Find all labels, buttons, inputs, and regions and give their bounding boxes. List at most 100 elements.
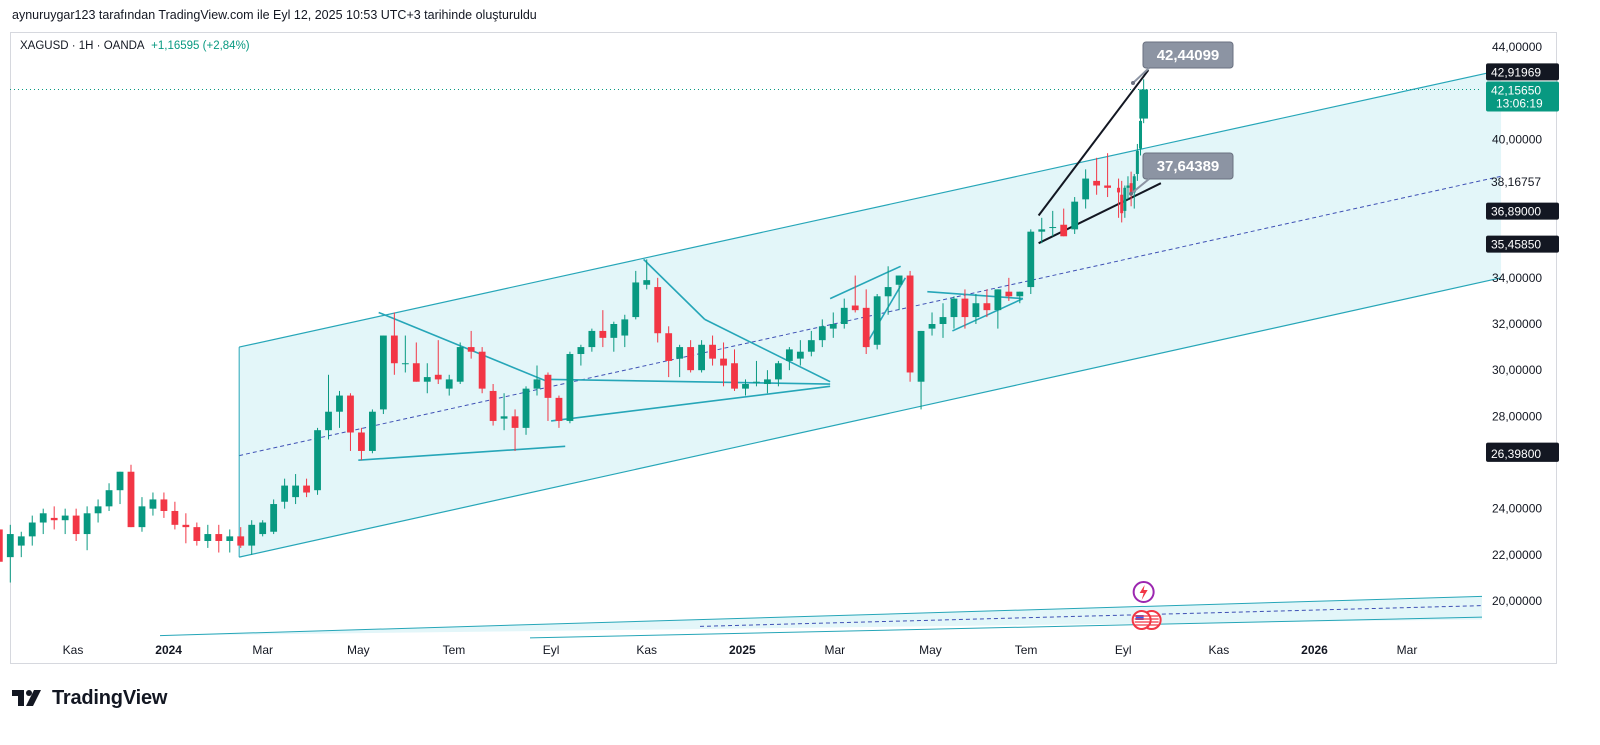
callout-pointer — [1130, 178, 1150, 195]
callout-pointer — [1132, 67, 1150, 84]
x-tick-label: Mar — [252, 643, 273, 657]
callout-label: 37,64389 — [1157, 158, 1220, 175]
candle-body — [895, 275, 903, 285]
price-badge-label: 42,15650 — [1491, 84, 1541, 98]
candle-body — [544, 374, 552, 398]
candle-body — [1123, 187, 1127, 211]
candle-body — [928, 324, 936, 329]
callout-box — [1142, 152, 1234, 180]
candle-body — [149, 499, 157, 509]
candle-body — [862, 307, 870, 348]
callouts: 42,44099 37,64389 — [1129, 41, 1234, 196]
candle-body — [358, 432, 365, 451]
candle-body — [873, 296, 881, 345]
candle-body — [0, 529, 3, 562]
candle-body — [237, 536, 245, 546]
candle-body — [116, 471, 124, 491]
candle-body — [566, 354, 574, 421]
y-tick-label: 30,00000 — [1492, 363, 1542, 377]
candle-body — [621, 319, 629, 336]
candle-body — [1135, 150, 1139, 174]
candle-body — [445, 379, 453, 389]
candle-body — [467, 347, 475, 352]
lightning-bolt-icon — [1139, 585, 1148, 600]
channel-upper-line — [239, 69, 1502, 348]
candle-body — [533, 379, 541, 389]
x-tick-label: Tem — [1015, 643, 1038, 657]
candle-body — [1082, 178, 1090, 200]
trendline-wedge-1-upper — [829, 265, 902, 300]
brand-footer: TradingView — [12, 684, 167, 712]
candle-body — [193, 527, 201, 541]
candle-body — [138, 506, 146, 528]
trendline-triangle-2-flat — [551, 378, 831, 385]
candle-body — [182, 524, 190, 528]
candle-body — [1139, 120, 1143, 149]
price-badge-bg — [1486, 63, 1559, 81]
price-axis: 44,00000 40,00000 34,00000 32,00000 30,00000… — [1486, 40, 1559, 608]
candle-body — [1139, 89, 1148, 119]
trendline-triangle-1-lower — [358, 445, 566, 461]
candle-body — [314, 430, 321, 491]
candle-body — [917, 330, 925, 382]
candle-body — [1104, 185, 1111, 188]
callout-label: 42,44099 — [1157, 47, 1220, 64]
candle-body — [632, 282, 640, 318]
candle-body — [577, 347, 585, 355]
candle-body — [807, 340, 815, 352]
lower-channel-upper-line — [159, 595, 1483, 637]
price-badge-countdown: 13:06:19 — [1496, 97, 1543, 111]
candle-body — [818, 326, 826, 341]
candle-body — [742, 384, 749, 389]
candle-body — [105, 490, 113, 507]
candle-body — [456, 347, 464, 382]
y-tick-label: 44,00000 — [1492, 40, 1542, 54]
candle-body — [676, 347, 684, 359]
trendlines — [358, 69, 1162, 461]
us-flag-canton — [1135, 615, 1144, 620]
x-tick-label: 2026 — [1301, 643, 1328, 657]
candle-body — [884, 287, 892, 297]
candle-body — [610, 324, 618, 338]
candle-body — [171, 510, 179, 525]
trendline-wedge-2-lower — [1038, 182, 1162, 245]
y-tick-label: 28,00000 — [1492, 409, 1542, 423]
price-badge-bg — [1486, 202, 1559, 220]
regression-channel — [10, 69, 1502, 639]
tradingview-logo-icon — [12, 690, 41, 706]
candle-body — [796, 351, 804, 359]
candle-body — [259, 522, 267, 535]
candle-body — [94, 506, 102, 514]
candle-body — [204, 534, 212, 541]
candle-body — [851, 305, 859, 311]
candle-body — [1120, 194, 1124, 214]
candle-body — [753, 381, 760, 383]
candle-body — [950, 298, 958, 318]
trendline-flag-1-lower — [952, 297, 1024, 332]
x-tick-label: Tem — [443, 643, 466, 657]
candle-body — [1117, 187, 1121, 193]
candle-body — [489, 390, 497, 421]
candle-body — [412, 363, 420, 382]
candle-body — [709, 344, 716, 359]
candle-body — [1132, 176, 1136, 193]
candle-body — [687, 347, 695, 371]
candle-body — [775, 363, 782, 380]
trendline-triangle-2-top-right — [704, 318, 831, 383]
trendline-wedge-2-upper — [1037, 69, 1150, 217]
trendline-triangle-2-top-left — [643, 258, 706, 320]
channel-lower-line — [239, 277, 1502, 558]
candle-body — [292, 485, 299, 498]
price-badge-label: 42,91969 — [1491, 65, 1541, 79]
candle-body — [1005, 291, 1013, 297]
x-tick-label: May — [919, 643, 942, 657]
candle-body — [500, 416, 508, 419]
trendline-flag-1-upper — [927, 290, 1024, 300]
price-badge-label: 36,89000 — [1491, 205, 1541, 219]
candle-body — [599, 330, 607, 338]
y-tick-label: 22,00000 — [1492, 548, 1542, 562]
candle-body — [588, 330, 596, 348]
candle-body — [248, 524, 256, 546]
candle-body — [1126, 185, 1130, 188]
